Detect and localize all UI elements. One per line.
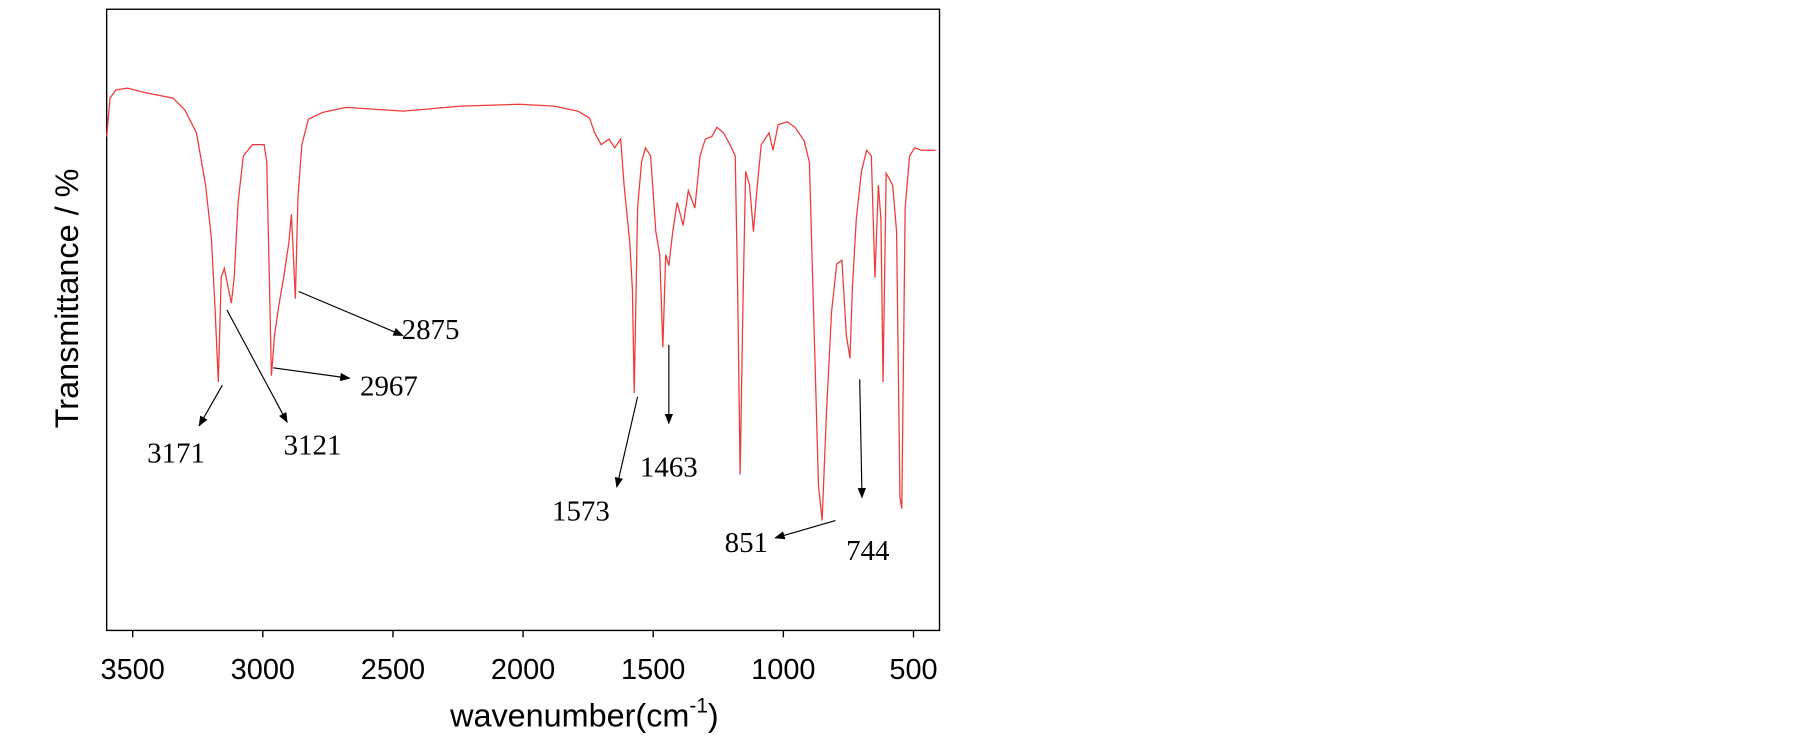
annotation-arrow [226,309,288,424]
annotation-arrow [614,396,639,489]
x-label-sup: -1 [689,695,708,718]
x-tick-label: 1000 [751,654,815,686]
x-tick-label: 3000 [231,654,295,686]
y-axis-label: Transmittance / % [49,169,85,429]
annotation-arrow [774,519,836,540]
x-tick-label: 2000 [491,654,555,686]
annotation-label: 851 [725,527,768,559]
annotation-label: 2967 [360,371,418,403]
x-tick-label: 2500 [361,654,425,686]
x-label-main: wavenumber(cm [449,697,689,733]
x-axis-label: wavenumber(cm-1) [449,695,719,734]
annotation-label: 2875 [402,314,460,346]
annotation-arrow [273,367,351,382]
x-label-end: ) [708,697,719,733]
x-tick-label: 500 [889,654,937,686]
annotation-label: 3121 [284,430,342,462]
annotation-label: 3171 [147,438,205,470]
x-tick-label: 3500 [101,654,165,686]
annotation-arrow [298,290,404,336]
annotation-label: 1463 [640,452,698,484]
annotation-label: 1573 [552,496,610,528]
annotation-arrow [198,384,223,427]
spectrum-line [106,87,936,521]
annotation-arrow [857,379,866,499]
x-tick-label: 1500 [621,654,685,686]
annotation-label: 744 [846,535,889,567]
